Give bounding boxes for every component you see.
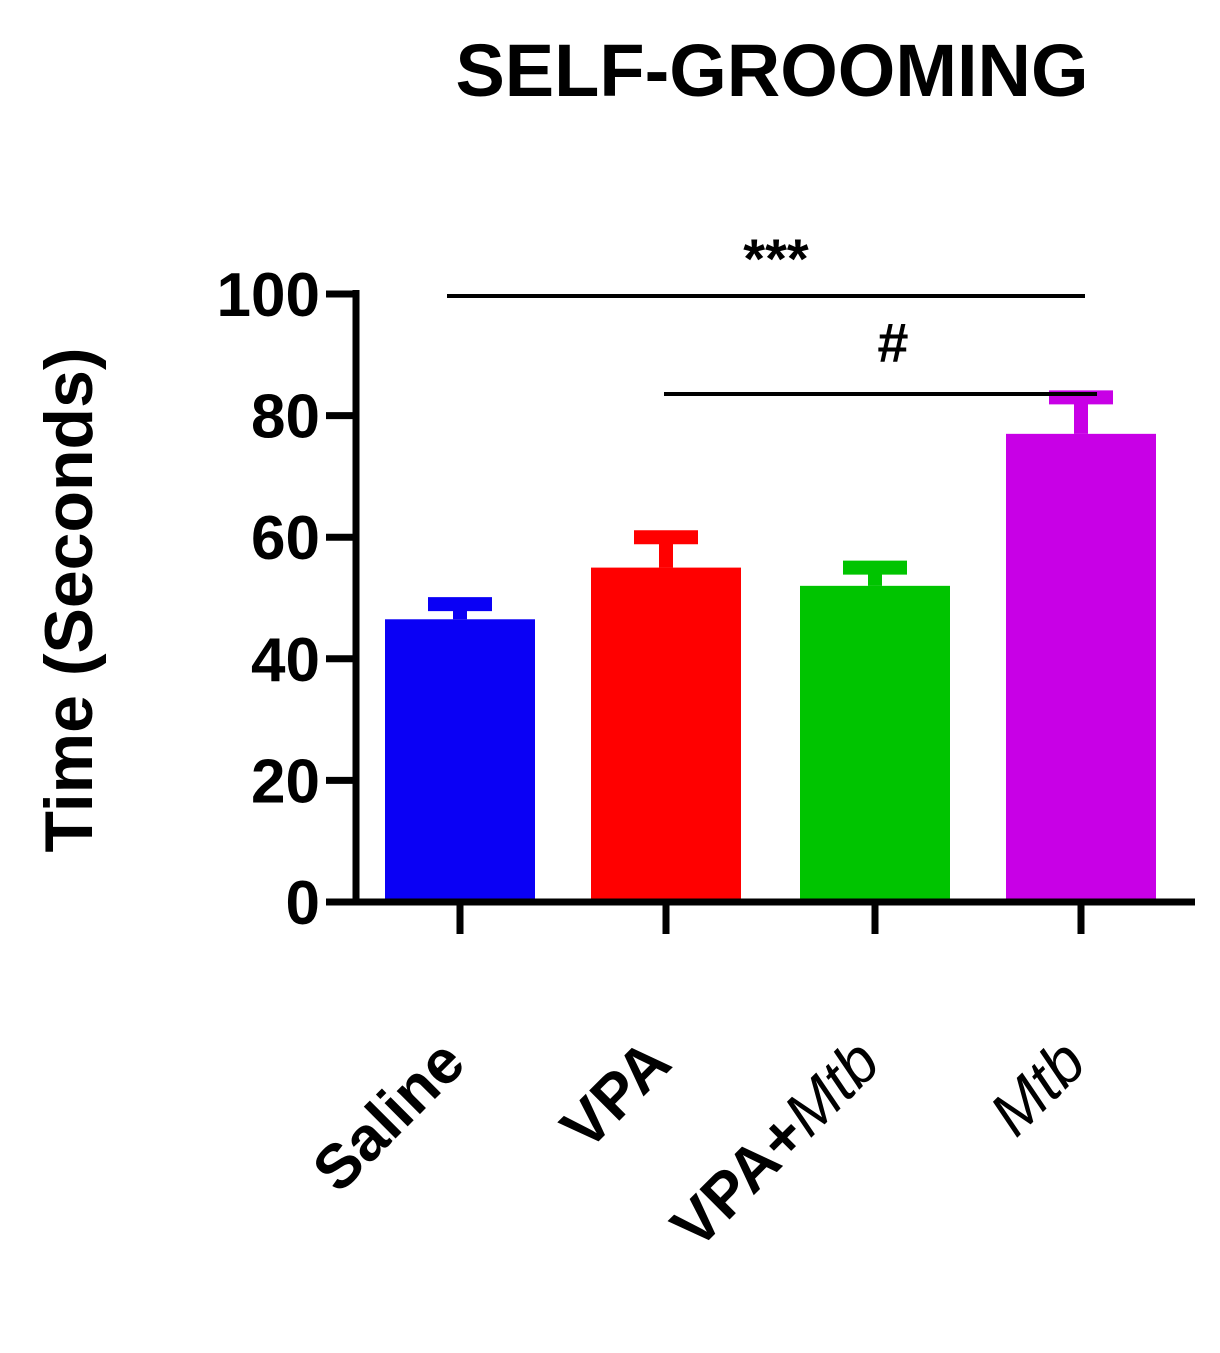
- significance-label-0: ***: [743, 227, 809, 290]
- y-tick-label-5: 100: [217, 261, 320, 330]
- x-tick-label-3: Mtb: [977, 1027, 1099, 1149]
- y-tick-label-2: 40: [251, 626, 320, 695]
- y-tick-label-1: 20: [251, 747, 320, 816]
- bar-2: [800, 585, 950, 902]
- bar-1: [591, 567, 741, 902]
- significance-label-1: #: [877, 311, 908, 374]
- bar-3: [1006, 433, 1156, 902]
- x-tick-label-1: VPA: [548, 1027, 684, 1163]
- y-tick-label-4: 80: [251, 383, 320, 452]
- bar-0: [385, 619, 535, 902]
- y-tick-label-0: 0: [286, 869, 320, 938]
- y-tick-label-3: 60: [251, 504, 320, 573]
- x-tick-label-0: Saline: [300, 1027, 478, 1205]
- x-tick-label-2: VPA+Mtb: [659, 1027, 893, 1261]
- y-axis-label: Time (Seconds): [31, 347, 107, 852]
- chart-title: SELF-GROOMING: [455, 29, 1088, 112]
